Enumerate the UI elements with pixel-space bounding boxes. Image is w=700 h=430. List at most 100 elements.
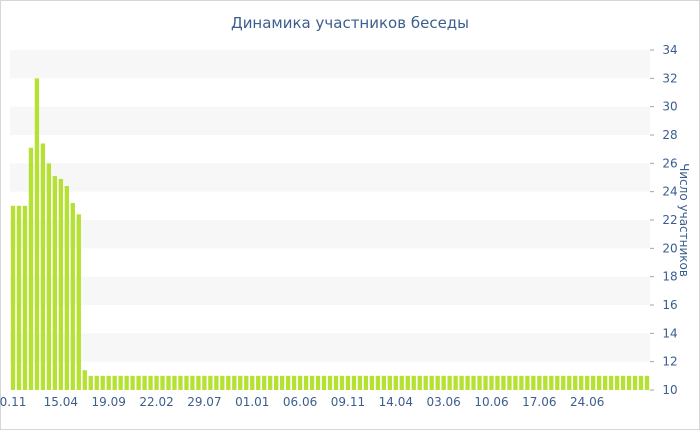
bar (423, 375, 428, 390)
bar (531, 375, 536, 390)
y-tick-label: 12 (662, 355, 677, 369)
bar (232, 375, 237, 390)
bar (333, 375, 339, 390)
x-axis-ticks: 10.11 15.04 19.09 22.02 29.07 01.01 06.06 09.11… (0, 395, 604, 409)
bar (100, 375, 105, 390)
bar (393, 375, 398, 390)
bars (10, 78, 650, 390)
bar (64, 186, 69, 390)
bar (537, 375, 542, 390)
bar (573, 375, 578, 390)
bar (208, 375, 213, 390)
bar (172, 375, 177, 390)
grid-band (10, 220, 650, 249)
bar (34, 78, 40, 390)
bar (405, 375, 410, 390)
bar (591, 375, 596, 390)
bar (285, 375, 291, 390)
bar (477, 375, 482, 390)
bar (525, 375, 530, 390)
y-axis-ticks: 10 12 14 16 18 20 22 24 26 28 30 32 34 (650, 43, 678, 397)
bar (315, 375, 321, 390)
bar (28, 147, 34, 390)
bar (40, 143, 46, 390)
bar (597, 375, 602, 390)
grid-band (10, 106, 650, 135)
x-tick-label: 29.07 (187, 395, 221, 409)
bar (411, 375, 416, 390)
bar (555, 375, 560, 390)
bar (549, 375, 554, 390)
bar (178, 375, 183, 390)
bar (303, 375, 309, 390)
bar (10, 205, 16, 390)
bar (268, 375, 273, 390)
bar (46, 163, 52, 390)
bar (291, 375, 297, 390)
bar (160, 375, 165, 390)
bar (501, 375, 506, 390)
bar (441, 375, 446, 390)
bar (297, 375, 303, 390)
bar (184, 375, 189, 390)
bar (567, 375, 572, 390)
bar (375, 375, 381, 390)
bar (82, 370, 87, 390)
bar (226, 375, 231, 390)
y-tick-label: 32 (662, 71, 677, 85)
bar (321, 375, 327, 390)
y-tick-label: 20 (662, 241, 677, 255)
chart-title: Динамика участников беседы (230, 14, 470, 32)
bar (483, 375, 488, 390)
bar (638, 375, 644, 390)
y-tick-label: 10 (662, 383, 677, 397)
bar (381, 375, 386, 390)
y-tick-label: 18 (662, 270, 677, 284)
bar (106, 375, 111, 390)
bar (471, 375, 476, 390)
bar (220, 375, 225, 390)
bar (435, 375, 440, 390)
x-tick-label: 24.06 (570, 395, 604, 409)
y-tick-label: 30 (662, 100, 677, 114)
bar (262, 375, 267, 390)
bar (88, 375, 93, 390)
bar (136, 375, 141, 390)
bar (202, 375, 207, 390)
bar (76, 214, 81, 390)
bar (112, 375, 117, 390)
bar (351, 375, 357, 390)
bar (196, 375, 201, 390)
y-axis-label: Число участников (677, 163, 691, 277)
y-tick-label: 14 (662, 326, 677, 340)
grid-bands (10, 50, 650, 362)
bar (561, 375, 566, 390)
grid-band (10, 163, 650, 192)
bar (579, 375, 584, 390)
bar (644, 375, 650, 390)
bar (585, 375, 590, 390)
y-tick-label: 34 (662, 43, 677, 57)
bar (345, 375, 351, 390)
bar (513, 375, 518, 390)
y-tick-label: 26 (662, 156, 677, 170)
bar (190, 375, 195, 390)
bar (142, 375, 147, 390)
bar (244, 375, 249, 390)
bar (94, 375, 99, 390)
bar (154, 375, 159, 390)
bar (22, 205, 28, 390)
x-tick-label: 03.06 (426, 395, 460, 409)
bar (429, 375, 434, 390)
x-tick-label: 09.11 (331, 395, 365, 409)
grid-band (10, 276, 650, 305)
x-tick-label: 10.11 (0, 395, 26, 409)
x-tick-label: 17.06 (522, 395, 556, 409)
bar (626, 375, 632, 390)
bar (489, 375, 494, 390)
bar (52, 176, 58, 390)
bar (620, 375, 626, 390)
grid-band (10, 333, 650, 362)
x-tick-label: 22.02 (139, 395, 173, 409)
grid-band (10, 50, 650, 79)
